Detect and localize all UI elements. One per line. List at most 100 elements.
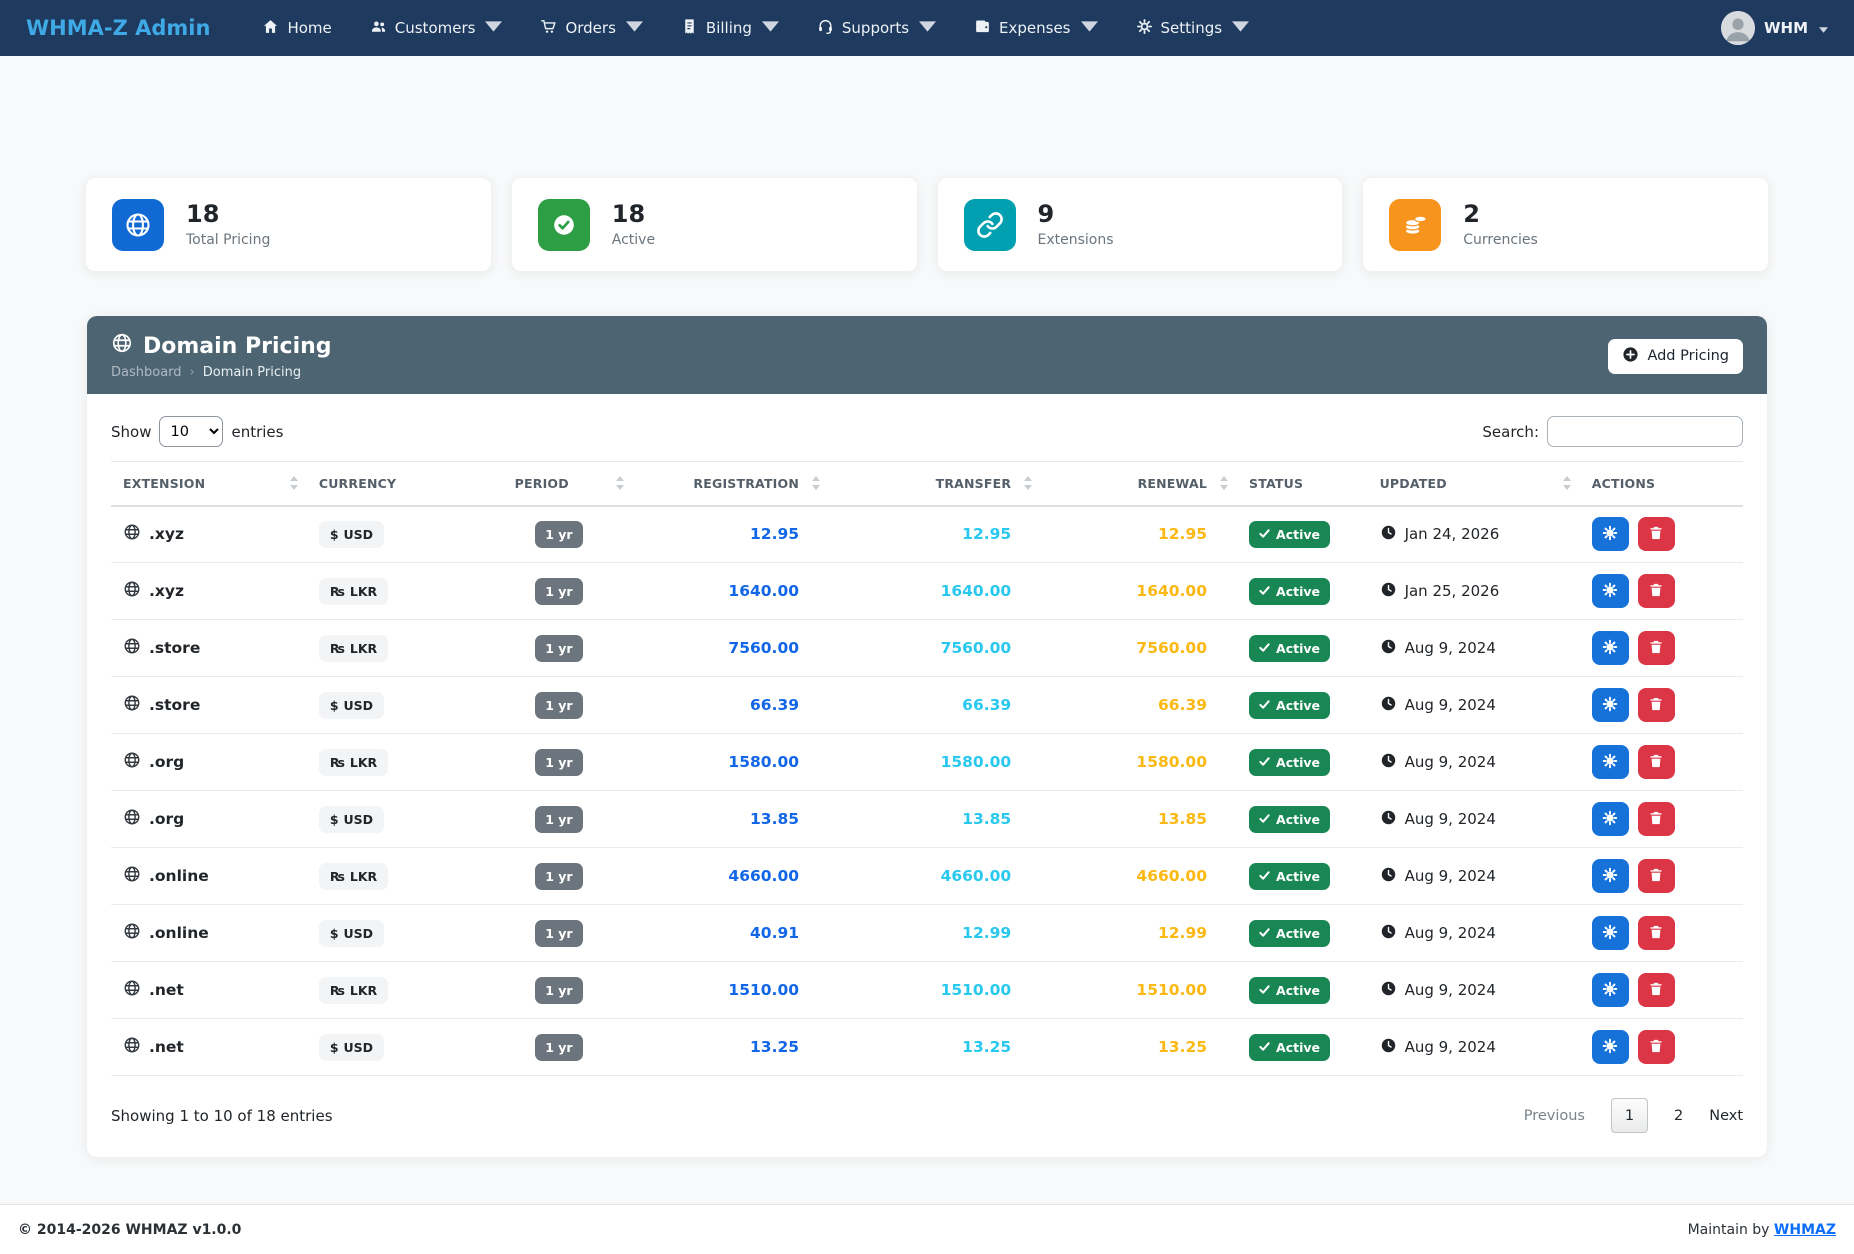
column-header-period[interactable]: PERIOD xyxy=(502,461,634,507)
delete-pricing-button[interactable] xyxy=(1637,745,1675,779)
table-row: .online ₨ LKR 1 yr 4660.00 4660.00 4660.0… xyxy=(111,847,1743,905)
nav-item-label: Expenses xyxy=(999,19,1071,37)
edit-pricing-button[interactable] xyxy=(1591,859,1629,893)
edit-pricing-button[interactable] xyxy=(1591,916,1629,950)
delete-pricing-button[interactable] xyxy=(1637,517,1675,552)
status-badge: Active xyxy=(1249,748,1330,776)
column-header-renewal[interactable]: RENEWAL xyxy=(1041,461,1238,507)
nav-item-settings[interactable]: Settings xyxy=(1124,9,1262,48)
table-row: .store ₨ LKR 1 yr 7560.00 7560.00 7560.00… xyxy=(111,619,1743,677)
user-menu[interactable]: WHM xyxy=(1720,11,1828,45)
currency-code: LKR xyxy=(349,868,378,884)
column-header-updated[interactable]: UPDATED xyxy=(1367,461,1580,507)
currency-symbol: $ xyxy=(329,1039,339,1055)
clock-icon xyxy=(1380,809,1397,830)
renewal-price: 1640.00 xyxy=(1041,562,1238,620)
search-input[interactable] xyxy=(1547,416,1743,447)
clock-icon xyxy=(1380,1037,1397,1058)
check-icon xyxy=(1259,1040,1270,1055)
edit-pricing-button[interactable] xyxy=(1591,631,1629,665)
currency-code: LKR xyxy=(349,640,378,656)
gear-icon xyxy=(1602,696,1618,715)
headset-icon xyxy=(817,18,834,39)
registration-price: 4660.00 xyxy=(633,847,830,905)
delete-pricing-button[interactable] xyxy=(1637,802,1675,836)
sort-icon xyxy=(616,476,625,491)
edit-pricing-button[interactable] xyxy=(1591,745,1629,779)
renewal-price: 66.39 xyxy=(1041,676,1238,734)
period-badge: 1 yr xyxy=(535,805,583,833)
nav-item-supports[interactable]: Supports xyxy=(805,9,948,48)
delete-pricing-button[interactable] xyxy=(1637,973,1675,1007)
maintainer-link[interactable]: WHMAZ xyxy=(1773,1221,1836,1238)
breadcrumb-current: Domain Pricing xyxy=(202,365,302,380)
currency-code: USD xyxy=(343,925,374,941)
chevron-down-icon xyxy=(625,18,643,39)
nav-item-orders[interactable]: Orders xyxy=(528,9,654,48)
column-header-actions: ACTIONS xyxy=(1579,461,1743,507)
gear-icon xyxy=(1602,525,1618,544)
status-text: Active xyxy=(1276,697,1320,713)
trash-icon xyxy=(1648,696,1664,715)
nav-item-home[interactable]: Home xyxy=(250,9,343,48)
transfer-price: 4660.00 xyxy=(829,847,1042,905)
delete-pricing-button[interactable] xyxy=(1637,574,1675,608)
trash-icon xyxy=(1648,639,1664,658)
column-header-extension[interactable]: EXTENSION xyxy=(111,461,307,507)
transfer-price: 12.99 xyxy=(829,904,1042,962)
stat-value: 9 xyxy=(1037,200,1055,229)
sort-icon xyxy=(289,476,298,491)
globe-icon xyxy=(123,979,141,1001)
period-badge: 1 yr xyxy=(535,748,583,776)
updated-date: Jan 24, 2026 xyxy=(1404,525,1500,544)
status-text: Active xyxy=(1276,583,1320,599)
pagination-previous[interactable]: Previous xyxy=(1523,1107,1585,1124)
table-row: .store $ USD 1 yr 66.39 66.39 66.39 Activ… xyxy=(111,676,1743,734)
trash-icon xyxy=(1648,525,1664,544)
entries-label: entries xyxy=(231,422,284,441)
period-badge: 1 yr xyxy=(535,520,583,548)
edit-pricing-button[interactable] xyxy=(1591,574,1629,608)
nav-item-billing[interactable]: Billing xyxy=(669,9,791,48)
page-size-select[interactable]: 10 xyxy=(159,416,224,447)
main-menu: Home Customers Orders Billing Supports E… xyxy=(250,9,1721,48)
extension-name: .org xyxy=(149,810,185,828)
globe-icon xyxy=(123,580,141,602)
nav-item-label: Supports xyxy=(841,19,910,37)
coins-icon xyxy=(1389,198,1442,251)
edit-pricing-button[interactable] xyxy=(1591,688,1629,722)
delete-pricing-button[interactable] xyxy=(1637,859,1675,893)
stat-card-active: 18 Active xyxy=(510,177,918,272)
edit-pricing-button[interactable] xyxy=(1591,802,1629,836)
renewal-price: 1580.00 xyxy=(1041,733,1238,791)
edit-pricing-button[interactable] xyxy=(1591,1030,1629,1064)
nav-item-label: Billing xyxy=(705,19,752,37)
nav-item-customers[interactable]: Customers xyxy=(358,9,515,48)
status-badge: Active xyxy=(1249,520,1330,548)
renewal-price: 4660.00 xyxy=(1041,847,1238,905)
transfer-price: 1580.00 xyxy=(829,733,1042,791)
delete-pricing-button[interactable] xyxy=(1637,916,1675,950)
add-pricing-button[interactable]: Add Pricing xyxy=(1608,338,1743,374)
pagination-next[interactable]: Next xyxy=(1709,1107,1743,1124)
pagination-page-2[interactable]: 2 xyxy=(1673,1107,1684,1124)
transfer-price: 7560.00 xyxy=(829,619,1042,677)
pagination-page-1[interactable]: 1 xyxy=(1610,1098,1648,1133)
brand-logo[interactable]: WHMA-Z Admin xyxy=(26,16,211,40)
edit-pricing-button[interactable] xyxy=(1591,973,1629,1007)
gear-icon xyxy=(1602,924,1618,943)
breadcrumb-dashboard[interactable]: Dashboard xyxy=(111,365,182,380)
nav-item-expenses[interactable]: Expenses xyxy=(962,9,1109,48)
delete-pricing-button[interactable] xyxy=(1637,688,1675,722)
trash-icon xyxy=(1648,867,1664,886)
delete-pricing-button[interactable] xyxy=(1637,1030,1675,1064)
status-text: Active xyxy=(1276,640,1320,656)
column-header-transfer[interactable]: TRANSFER xyxy=(829,461,1042,507)
clock-icon xyxy=(1380,524,1397,545)
column-header-registration[interactable]: REGISTRATION xyxy=(633,461,830,507)
edit-pricing-button[interactable] xyxy=(1591,517,1629,552)
renewal-price: 12.99 xyxy=(1041,904,1238,962)
check-icon xyxy=(1259,755,1270,770)
check-icon xyxy=(1259,869,1270,884)
delete-pricing-button[interactable] xyxy=(1637,631,1675,665)
